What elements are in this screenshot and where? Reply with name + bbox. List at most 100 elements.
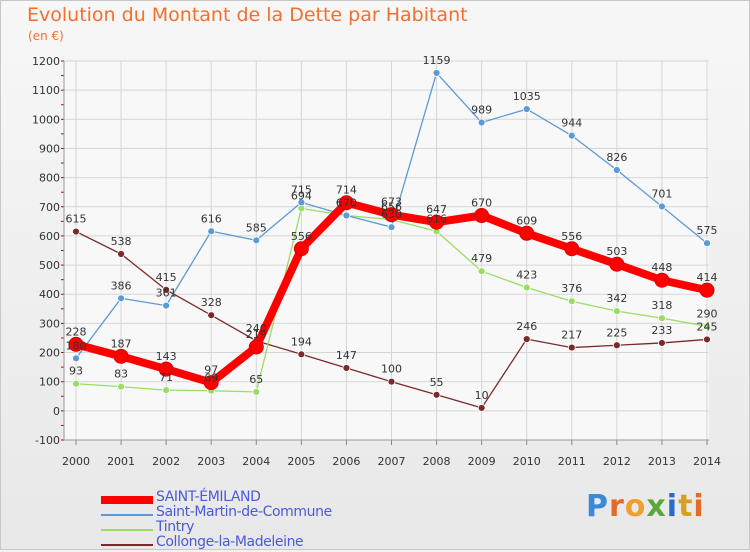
y-tick-label: 900 xyxy=(39,142,60,155)
data-label: 415 xyxy=(156,271,177,284)
y-tick-label: 300 xyxy=(39,317,60,330)
data-label: 225 xyxy=(606,326,627,339)
data-point xyxy=(609,256,625,272)
data-point xyxy=(612,166,621,174)
x-tick-label: 2014 xyxy=(693,455,721,468)
data-point xyxy=(207,227,216,236)
legend-label: SAINT-ÉMILAND xyxy=(156,489,261,505)
x-tick-label: 2001 xyxy=(107,455,135,468)
data-label: 448 xyxy=(651,261,672,274)
data-point xyxy=(612,341,621,350)
data-label: 1035 xyxy=(513,90,541,103)
data-label: 83 xyxy=(114,368,128,381)
data-point xyxy=(338,195,354,211)
x-tick-label: 2005 xyxy=(287,455,315,468)
data-point xyxy=(703,322,711,331)
data-point xyxy=(519,225,535,241)
data-point xyxy=(658,202,666,211)
logo-letter: P xyxy=(586,489,609,524)
y-tick-label: 800 xyxy=(39,172,60,185)
y-tick-label: 500 xyxy=(39,259,60,272)
data-label: 989 xyxy=(471,104,492,117)
data-label: 556 xyxy=(291,230,312,243)
x-tick-label: 2009 xyxy=(468,455,496,468)
data-point xyxy=(297,198,306,207)
y-tick-label: 100 xyxy=(39,376,60,389)
data-point xyxy=(387,223,396,232)
data-point xyxy=(117,382,125,391)
data-label: 503 xyxy=(606,245,627,258)
data-label: 246 xyxy=(516,320,537,333)
chart-subtitle: (en €) xyxy=(28,29,64,43)
y-tick-label: 700 xyxy=(39,201,60,214)
x-tick-label: 2000 xyxy=(62,455,90,468)
data-label: 342 xyxy=(606,292,627,305)
data-point xyxy=(297,350,306,359)
data-label: 187 xyxy=(111,337,132,350)
data-label: 228 xyxy=(66,325,87,338)
data-label: 100 xyxy=(381,363,402,376)
data-point xyxy=(612,307,621,316)
legend-swatch xyxy=(101,496,153,504)
data-point xyxy=(68,336,84,352)
data-point xyxy=(384,207,399,223)
data-point xyxy=(522,105,531,114)
data-label: 585 xyxy=(246,221,267,234)
data-label: 616 xyxy=(426,212,447,225)
data-label: 69 xyxy=(204,372,218,385)
data-label: 715 xyxy=(291,183,312,196)
data-label: 826 xyxy=(606,151,627,164)
logo-letter: r xyxy=(609,489,625,524)
data-point xyxy=(117,294,125,303)
data-label: 386 xyxy=(111,279,132,292)
x-tick-label: 2008 xyxy=(423,455,451,468)
data-point xyxy=(567,343,576,352)
data-label: 701 xyxy=(651,187,672,200)
data-point xyxy=(72,227,80,236)
data-point xyxy=(72,379,80,388)
data-label: 670 xyxy=(336,197,357,210)
data-point xyxy=(522,283,531,292)
data-label: 219 xyxy=(246,328,267,341)
data-label: 55 xyxy=(430,376,444,389)
data-label: 656 xyxy=(381,201,402,214)
data-point xyxy=(158,361,174,377)
y-tick-label: 0 xyxy=(53,405,60,418)
y-tick-label: 200 xyxy=(39,347,60,360)
data-point xyxy=(658,339,666,347)
data-label: 376 xyxy=(561,282,582,295)
data-label: 240 xyxy=(246,322,267,335)
data-point xyxy=(162,285,171,294)
x-tick-label: 2010 xyxy=(513,455,541,468)
data-point xyxy=(703,335,711,344)
x-tick-label: 2002 xyxy=(152,455,180,468)
data-label: 673 xyxy=(381,196,402,209)
data-point xyxy=(252,387,261,396)
data-point xyxy=(342,211,351,220)
data-point xyxy=(342,364,351,372)
data-label: 328 xyxy=(201,296,222,309)
data-label: 575 xyxy=(697,224,718,237)
data-label: 609 xyxy=(516,214,537,227)
data-label: 245 xyxy=(697,320,718,333)
data-label: 143 xyxy=(156,350,177,363)
data-point xyxy=(248,339,264,355)
x-tick-label: 2004 xyxy=(242,455,270,468)
data-label: 1159 xyxy=(423,54,451,67)
data-label: 714 xyxy=(336,184,357,197)
data-point xyxy=(474,208,490,224)
data-label: 694 xyxy=(291,190,312,203)
y-tick-label: 400 xyxy=(39,288,60,301)
data-label: 217 xyxy=(561,329,582,342)
data-label: 414 xyxy=(697,271,718,284)
y-tick-label: 1100 xyxy=(32,84,60,97)
data-label: 318 xyxy=(651,299,672,312)
y-tick-label: 600 xyxy=(39,230,60,243)
x-tick-label: 2011 xyxy=(558,455,586,468)
x-tick-label: 2003 xyxy=(197,455,225,468)
logo-letter: t xyxy=(678,489,694,524)
x-tick-label: 2006 xyxy=(332,455,360,468)
data-label: 556 xyxy=(561,230,582,243)
data-label: 180 xyxy=(66,339,87,352)
